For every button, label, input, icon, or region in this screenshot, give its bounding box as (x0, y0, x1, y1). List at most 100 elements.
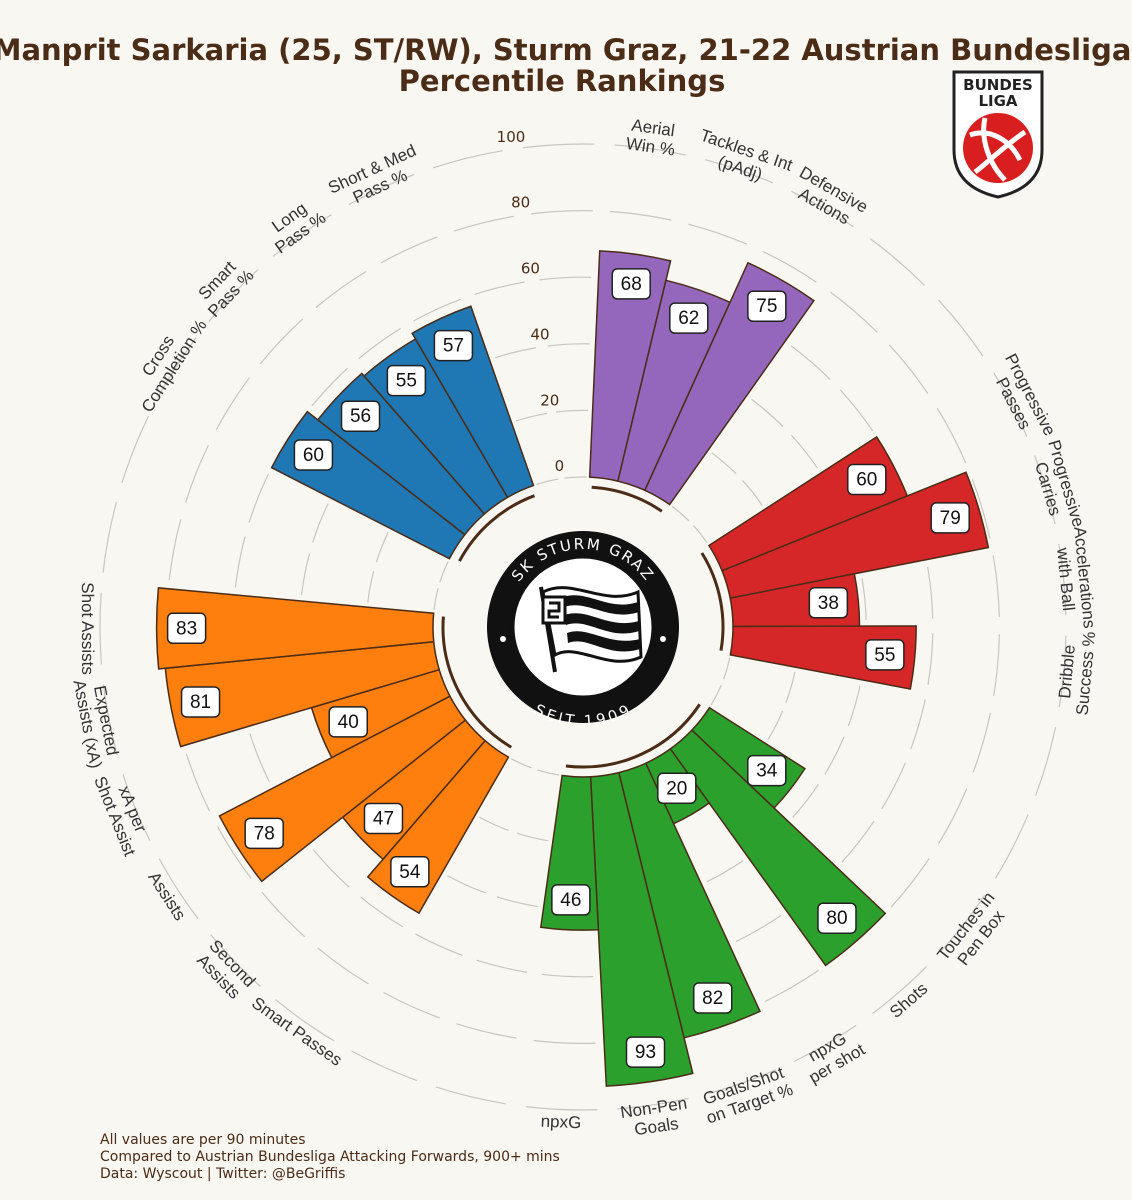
grid-line (312, 849, 350, 888)
grid-line (208, 269, 259, 323)
grid-line (359, 896, 404, 928)
note: All values are per 90 minutes (100, 1132, 306, 1148)
category-label-line: Dribble (1055, 644, 1079, 699)
grid-line (830, 291, 878, 333)
grid-line (750, 398, 784, 428)
grid-line (367, 570, 375, 603)
value-label: 40 (338, 712, 359, 733)
grid-line (1033, 455, 1056, 525)
grid-line (1035, 726, 1057, 796)
league-ball-lines (969, 117, 1027, 182)
y-tick-label: 0 (555, 457, 565, 475)
grid-line (510, 758, 532, 769)
grid-line (456, 1023, 517, 1039)
grid-line (617, 1097, 689, 1110)
grid-line (380, 236, 438, 264)
value-label: 46 (560, 890, 581, 911)
grid-line (1058, 635, 1067, 708)
value-label: 55 (874, 645, 895, 666)
grid-line (275, 999, 335, 1042)
value-label: 93 (635, 1042, 656, 1063)
value-label: 54 (399, 862, 421, 883)
grid-line (433, 588, 439, 611)
note: Data: Wyscout | Twitter: @BeGriffis (100, 1166, 345, 1182)
value-label: 78 (254, 823, 275, 844)
y-tick-label: 60 (521, 260, 540, 278)
grid-line (383, 992, 441, 1019)
grid-line (847, 685, 861, 727)
grid-line (872, 966, 928, 1015)
grid-line (413, 298, 461, 322)
grid-line (841, 820, 875, 863)
value-label: 79 (940, 508, 961, 529)
grid-line (539, 276, 592, 281)
value-label-box (865, 639, 905, 671)
grid-line (474, 281, 525, 296)
value-label: 60 (303, 445, 324, 466)
grid-line (927, 633, 934, 685)
grid-line (735, 915, 782, 943)
grid-line (671, 505, 690, 522)
grid-line (99, 592, 103, 665)
grid-line (157, 337, 197, 399)
grid-line (259, 318, 304, 365)
chart-title: Manprit Sarkaria (25, ST/RW), Sturm Graz… (0, 33, 1131, 67)
center-logo: SK STURM GRAZ SEIT 1909 (487, 531, 679, 730)
group-base-arc (591, 485, 663, 513)
grid-line (435, 1086, 506, 1105)
value-label: 82 (702, 988, 723, 1009)
grid-line (705, 159, 774, 184)
grid-line (711, 452, 737, 475)
bar (643, 261, 815, 506)
grid-line (447, 875, 486, 894)
grid-line (348, 173, 415, 206)
value-label: 80 (826, 908, 847, 929)
value-label: 81 (190, 692, 211, 713)
grid-line (476, 959, 528, 973)
grid-line (790, 345, 831, 381)
value-label: 83 (176, 618, 197, 639)
grid-line (522, 143, 595, 149)
grid-line (515, 412, 548, 422)
grid-line (936, 407, 967, 464)
grid-line (102, 684, 118, 755)
group-base-arc (441, 616, 513, 749)
value-label-box (363, 802, 404, 835)
league-text: BUNDES (963, 76, 1033, 94)
value-label-box (293, 439, 334, 471)
grid-line (555, 409, 589, 413)
value-label-box (692, 982, 733, 1014)
grid-line (994, 814, 1029, 879)
grid-line (301, 553, 311, 596)
grid-line (248, 473, 269, 523)
category-label-line: npxG (540, 1112, 581, 1133)
group-base-arc (565, 703, 701, 769)
league-logo: BUNDES LIGA (952, 70, 1044, 199)
value-label-box (611, 268, 651, 300)
grid-line (415, 933, 463, 957)
grid-line (158, 858, 199, 920)
value-label: 47 (373, 808, 394, 829)
grid-line (861, 578, 867, 621)
grid-line (453, 215, 514, 232)
value-label-box (244, 817, 284, 850)
grid-line (358, 327, 402, 360)
grid-line (432, 150, 503, 169)
grid-line (710, 684, 722, 706)
value-label: 55 (396, 371, 417, 392)
league-text: LIGA (978, 92, 1017, 110)
grid-line (121, 415, 150, 483)
grid-line (993, 372, 1028, 437)
value-label: 20 (666, 778, 687, 799)
category-label: Shot Assists (78, 582, 97, 675)
value-label-box (657, 772, 697, 805)
grid-line (516, 832, 549, 842)
y-tick-label: 100 (497, 128, 526, 146)
grid-line (525, 1106, 598, 1111)
grid-line (311, 367, 349, 407)
value-label: 56 (350, 406, 371, 427)
value-label-box (180, 686, 221, 718)
grid-line (530, 210, 593, 215)
grid-line (210, 934, 261, 987)
